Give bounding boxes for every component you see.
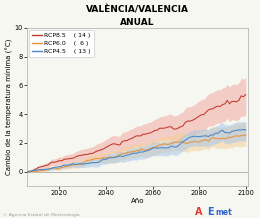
Y-axis label: Cambio de la temperatura mínima (°C): Cambio de la temperatura mínima (°C) — [5, 39, 13, 175]
Title: VALÈNCIA/VALENCIA
ANUAL: VALÈNCIA/VALENCIA ANUAL — [86, 5, 189, 27]
Legend: RCP8.5    ( 14 ), RCP6.0    (  6 ), RCP4.5    ( 13 ): RCP8.5 ( 14 ), RCP6.0 ( 6 ), RCP4.5 ( 13… — [29, 30, 94, 57]
Text: A: A — [195, 207, 203, 217]
Text: met: met — [216, 208, 232, 217]
Text: © Agencia Estatal de Meteorología: © Agencia Estatal de Meteorología — [3, 213, 79, 217]
Text: E: E — [207, 207, 213, 217]
X-axis label: Año: Año — [131, 198, 144, 204]
